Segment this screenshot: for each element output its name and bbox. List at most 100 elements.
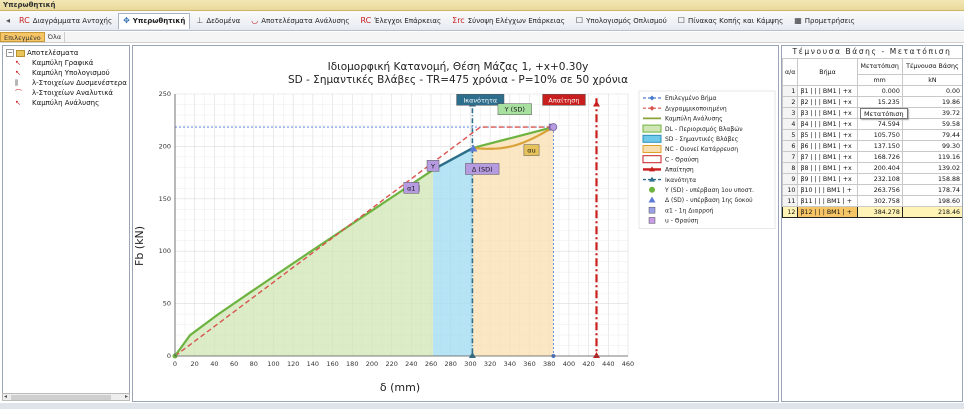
col-header-displacement[interactable]: Μετατόπιση	[856, 58, 903, 75]
ribbon-tab-label: Δεδομένα	[206, 16, 241, 25]
tree-root[interactable]: − Αποτελέσματα	[3, 48, 129, 58]
ribbon-tab-6[interactable]: ☐ Υπολογισμός Οπλισμού	[571, 13, 672, 29]
table-row[interactable]: 7 β7 | | | ΒΜ1 | +x 168.726 119.16	[782, 151, 962, 163]
row-index: 4	[782, 118, 799, 130]
square-icon	[648, 217, 656, 224]
legend-item: α1 - 1η Διαρροή	[648, 206, 714, 214]
ribbon-tab-4[interactable]: RC Έλεγχοι Επάρκειας	[355, 13, 446, 29]
window-title: Υπερωθητική	[0, 0, 964, 11]
subtab-selected[interactable]: Επιλεγμένο	[0, 32, 45, 42]
ribbon-tab-8[interactable]: ▦ Προμετρήσεις	[789, 13, 860, 29]
demand-foot-marker	[592, 352, 600, 358]
ribbon-tab-label: Διαγράμματα Αντοχής	[32, 16, 113, 25]
table-row[interactable]: 12 β12 | | | ΒΜ1 | +384.278 218.46	[782, 206, 962, 218]
x-tick-label: 80	[250, 360, 258, 368]
checkbox-icon: ☐	[575, 15, 584, 25]
table-row[interactable]: 5 β5 | | | ΒΜ1 | +x 105.750 79.44	[782, 129, 962, 141]
view-filter-tabs: Επιλεγμένο Όλα	[0, 32, 964, 43]
annotation-label-1: Υ (SD)	[504, 106, 525, 114]
nav-left-arrow-icon[interactable]: ◂	[5, 16, 10, 25]
table-row[interactable]: 2 β2 | | | ΒΜ1 | +x 15.235 19.86	[782, 96, 962, 108]
row-index: 6	[782, 140, 799, 152]
row-step: β8 | | | ΒΜ1 | +x	[797, 162, 858, 174]
row-step: β7 | | | ΒΜ1 | +x	[797, 151, 858, 163]
col-header-step[interactable]: Βήμα	[797, 58, 858, 86]
row-displacement: 302.758	[856, 195, 903, 207]
legend-label: α1 - 1η Διαρροή	[665, 207, 714, 214]
y-tick-label: 0	[167, 352, 171, 360]
tree-item[interactable]: ⌒ λ-Στοιχείων Αναλυτικά	[3, 88, 129, 98]
legend-label: Καμπύλη Ανάλυσης	[665, 116, 723, 123]
ribbon-tab-0[interactable]: RC Διαγράμματα Αντοχής	[14, 13, 117, 29]
tree-item-label: Καμπύλη Ανάλυσης	[32, 99, 100, 107]
ribbon-tab-3[interactable]: ◡ Αποτελέσματα Ανάλυσης	[246, 13, 354, 29]
legend-label: NC - Οιονεί Κατάρρευση	[665, 146, 738, 153]
tree-item-label: Καμπύλη Γραφικά	[32, 59, 94, 67]
ribbon-tab-5[interactable]: Σrc Σύνοψη Ελέγχων Επάρκειας	[447, 13, 570, 29]
zone-0	[175, 169, 434, 356]
table-row[interactable]: 4 β4 | | | ΒΜ1 | +x 74.594 59.58	[782, 118, 962, 130]
table-row[interactable]: 10 β10 | | | ΒΜ1 | +263.756 178.74	[782, 184, 962, 196]
annotation-box-3	[403, 182, 420, 194]
diamond-icon	[649, 105, 655, 111]
rc-icon: RC	[19, 15, 30, 25]
ribbon-tab-7[interactable]: ☐ Πίνακας Κοπής και Κάμψης	[673, 13, 788, 29]
col-header-base-shear[interactable]: Τέμνουσα Βάσης	[901, 58, 962, 75]
table-row[interactable]: 6 β6 | | | ΒΜ1 | +x 137.150 99.30	[782, 140, 962, 152]
tree-item-label: Καμπύλη Υπολογισμού	[32, 69, 110, 77]
summary-icon: Σrc	[452, 15, 465, 25]
x-tick-label: 280	[445, 360, 457, 368]
col-header-index[interactable]: α/α	[782, 58, 799, 86]
subtab-all[interactable]: Όλα	[45, 32, 66, 42]
tree-item-label: λ-Στοιχείων Αναλυτικά	[32, 89, 113, 97]
annotation-box-4	[426, 160, 440, 172]
x-tick-label: 400	[563, 360, 575, 368]
table-row[interactable]: 8 β8 | | | ΒΜ1 | +x 200.404 139.02	[782, 162, 962, 174]
triangle-icon	[649, 166, 655, 172]
ribbon-tab-label: Πίνακας Κοπής και Κάμψης	[687, 16, 784, 25]
legend-label: u - Θραύση	[665, 218, 699, 225]
row-index: 8	[782, 162, 799, 174]
x-axis-label: δ (mm)	[380, 381, 420, 394]
tree-item[interactable]: ↖ Καμπύλη Γραφικά	[3, 58, 129, 68]
legend-item: u - Θραύση	[648, 217, 699, 225]
selected-step-marker	[549, 123, 558, 131]
scroll-thumb[interactable]	[11, 395, 111, 400]
legend-item: DL - Περιορισμός Βλαβών	[642, 124, 743, 133]
row-base-shear: 79.44	[901, 129, 962, 141]
tree-item[interactable]: ↖ Καμπύλη Ανάλυσης	[3, 98, 129, 108]
results-tree: − Αποτελέσματα ↖ Καμπύλη Γραφικά ↖ Καμπύλη …	[2, 45, 130, 398]
table-row[interactable]: 9 β9 | | | ΒΜ1 | +x 232.108 158.88	[782, 173, 962, 185]
row-base-shear: 178.74	[901, 184, 962, 196]
marker-delta-sd	[469, 144, 478, 152]
ribbon-tab-label: Έλεγχοι Επάρκειας	[374, 16, 442, 25]
legend-label: Επιλεγμένο Βήμα	[665, 95, 717, 102]
tree-horizontal-scrollbar[interactable]: ◂ ▸	[2, 393, 130, 401]
row-index: 7	[782, 151, 799, 163]
x-tick-label: 100	[267, 360, 279, 368]
tree-item[interactable]: ↖ Καμπύλη Υπολογισμού	[3, 68, 129, 78]
scroll-left-icon[interactable]: ◂	[4, 393, 8, 400]
row-base-shear: 158.88	[901, 173, 962, 185]
header-tooltip: Μετατόπιση	[860, 108, 908, 119]
pushover-chart: Ιδιομορφική Κατανομή, Θέση Μάζας 1, +x+0…	[133, 61, 776, 394]
ribbon-tab-1[interactable]: ✥ Υπερωθητική	[118, 12, 191, 29]
legend-swatch	[642, 155, 662, 164]
scroll-right-icon[interactable]: ▸	[124, 393, 128, 400]
tree-item[interactable]: ⫼ λ-Στοιχείων Δυσμενέστερα	[3, 78, 129, 88]
x-tick-label: 360	[523, 360, 535, 368]
row-index: 12	[782, 206, 799, 218]
legend-item: Υ (SD) - υπέρβαση 1ου υποστ.	[649, 186, 754, 194]
table-row[interactable]: 1 β1 | | | ΒΜ1 | +x 0.000 0.00	[782, 85, 962, 97]
collapse-icon[interactable]: −	[6, 49, 14, 57]
diamond-icon	[649, 95, 655, 101]
x-tick-label: 300	[464, 360, 476, 368]
y-tick-label: 50	[163, 300, 171, 308]
legend-swatch	[642, 124, 662, 133]
table-row[interactable]: 11 β11 | | | ΒΜ1 | +302.758 198.60	[782, 195, 962, 207]
row-index: 10	[782, 184, 799, 196]
annotation-box-0	[456, 94, 505, 106]
row-step: β10 | | | ΒΜ1 | +	[797, 184, 858, 196]
legend-item: C - Θραύση	[642, 155, 699, 164]
ribbon-tab-2[interactable]: ⊥ Δεδομένα	[191, 13, 245, 29]
